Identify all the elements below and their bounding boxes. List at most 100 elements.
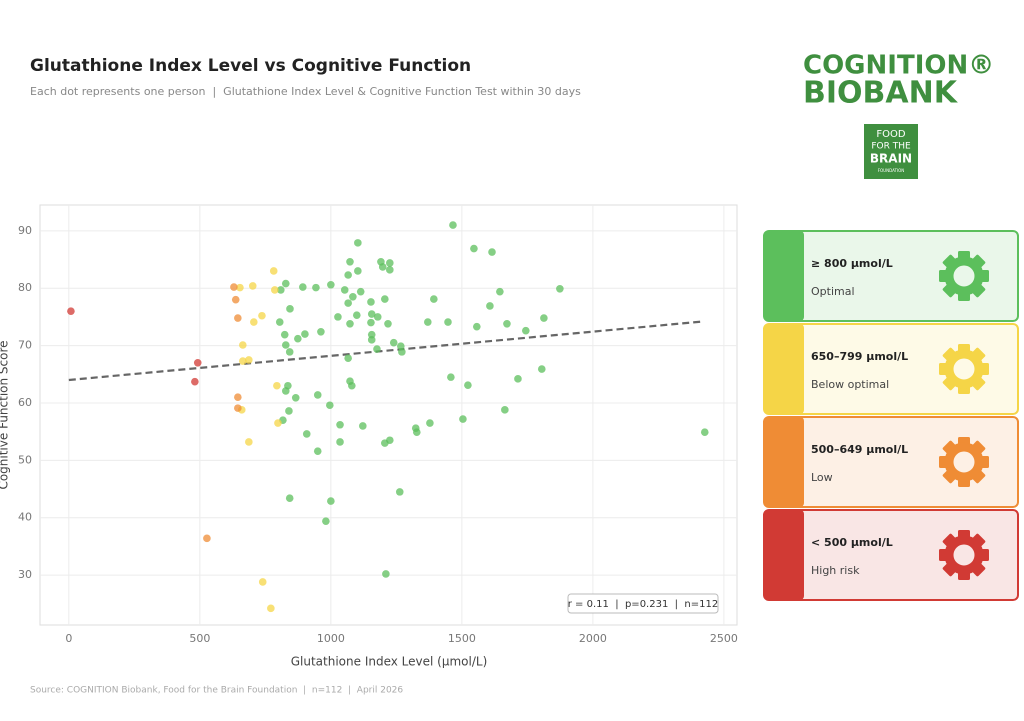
- data-point: [258, 578, 267, 586]
- gear-tooth: [970, 254, 986, 270]
- data-point: [373, 313, 382, 321]
- data-point: [464, 381, 472, 389]
- gear-tooth: [970, 347, 986, 363]
- data-point: [470, 244, 478, 253]
- data-point: [348, 381, 356, 390]
- data-point: [522, 326, 530, 335]
- data-point: [301, 330, 309, 338]
- data-point: [285, 494, 294, 502]
- data-point: [248, 282, 257, 290]
- gear-tooth: [942, 282, 958, 298]
- data-point: [326, 401, 334, 410]
- gear-tooth: [970, 375, 986, 391]
- data-point: [281, 279, 290, 288]
- data-point: [540, 314, 548, 322]
- data-point: [269, 267, 278, 275]
- logo-line1: COGNITION®: [803, 51, 994, 81]
- trend-line: [68, 320, 704, 382]
- y-tick-label: 60: [18, 396, 32, 409]
- data-point: [556, 284, 564, 293]
- y-tick-label: 90: [18, 224, 32, 237]
- data-point: [322, 517, 330, 525]
- data-point: [386, 436, 394, 445]
- gear-ring: [944, 349, 984, 389]
- x-tick-label: 1000: [317, 632, 345, 645]
- data-point: [239, 341, 247, 349]
- data-point: [273, 381, 281, 390]
- data-point: [334, 313, 342, 321]
- data-point: [193, 358, 202, 367]
- data-point: [336, 438, 344, 446]
- y-tick-label: 40: [18, 511, 32, 524]
- data-point: [381, 295, 389, 303]
- data-point: [398, 348, 406, 356]
- data-point: [313, 391, 322, 399]
- data-point: [367, 298, 375, 306]
- data-point: [378, 263, 387, 271]
- x-tick-label: 1500: [448, 632, 476, 645]
- x-tick-label: 2500: [710, 632, 738, 645]
- data-point: [349, 293, 357, 301]
- gear-icon: [939, 530, 989, 580]
- data-point: [258, 311, 266, 320]
- gear-tooth: [970, 468, 986, 484]
- data-point: [367, 318, 375, 327]
- source-note: Source: COGNITION Biobank, Food for the …: [30, 686, 403, 696]
- data-point: [473, 322, 481, 331]
- data-point: [250, 318, 258, 326]
- gear-icon: [939, 344, 989, 394]
- legend-strip: [764, 417, 804, 507]
- data-point: [430, 295, 438, 303]
- gear-tooth: [942, 375, 958, 391]
- data-point: [447, 373, 455, 381]
- data-point: [395, 488, 404, 496]
- data-point: [354, 239, 362, 247]
- data-point: [336, 420, 344, 429]
- data-point: [239, 357, 247, 365]
- data-point: [397, 342, 405, 350]
- data-point: [496, 287, 504, 296]
- data-point: [291, 393, 300, 402]
- legend-label: 500–649 μmol/L: [811, 443, 908, 456]
- stats-box: [567, 593, 719, 614]
- data-point: [344, 299, 352, 307]
- gear-tooth: [942, 533, 958, 549]
- data-point: [236, 283, 244, 292]
- legend-strip: [764, 510, 804, 600]
- gear-icon: [939, 437, 989, 487]
- chart-title: Glutathione Index Level vs Cognitive Fun…: [30, 56, 471, 76]
- data-point: [488, 248, 496, 256]
- data-point: [286, 305, 294, 313]
- data-point: [367, 310, 376, 318]
- data-point: [346, 319, 354, 328]
- data-point: [346, 258, 354, 266]
- badge-box: [864, 124, 918, 179]
- legend-label: < 500 μmol/L: [811, 536, 893, 549]
- data-point: [294, 334, 302, 343]
- data-point: [373, 345, 381, 353]
- x-tick-label: 2000: [579, 632, 607, 645]
- data-point: [285, 407, 293, 415]
- data-point: [313, 447, 322, 455]
- data-point: [299, 283, 307, 291]
- data-point: [412, 428, 421, 437]
- data-point: [285, 348, 294, 356]
- data-point: [274, 419, 282, 427]
- y-axis-label: Cognitive Function Score: [0, 340, 11, 489]
- data-point: [275, 318, 284, 326]
- data-point: [384, 319, 392, 328]
- gear-tooth: [970, 282, 986, 298]
- gear-tooth: [970, 440, 986, 456]
- data-point: [386, 266, 394, 274]
- data-point: [191, 377, 199, 386]
- data-point: [270, 286, 279, 294]
- data-point: [344, 354, 352, 362]
- badge-text: FOOD: [876, 129, 905, 140]
- legend-label: 650–799 μmol/L: [811, 350, 908, 363]
- data-point: [267, 604, 275, 613]
- data-point: [327, 280, 335, 289]
- logo-line2: BIOBANK: [803, 76, 959, 111]
- data-point: [67, 307, 75, 315]
- y-tick-label: 80: [18, 281, 32, 294]
